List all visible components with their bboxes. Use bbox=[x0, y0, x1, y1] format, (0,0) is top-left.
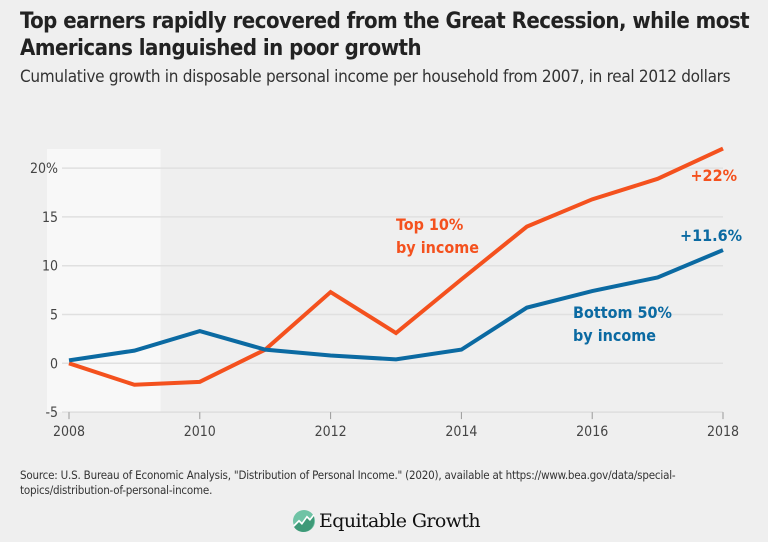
x-tick-label: 2008 bbox=[53, 424, 85, 440]
y-tick-label: 20% bbox=[30, 161, 58, 177]
equitable-growth-logo-icon bbox=[293, 510, 315, 532]
y-tick-label: 10 bbox=[42, 259, 58, 275]
series-label: by income bbox=[573, 326, 656, 345]
logo: Equitable Growth bbox=[292, 509, 481, 533]
chart-subtitle: Cumulative growth in disposable personal… bbox=[20, 67, 731, 87]
x-tick-label: 2016 bbox=[576, 424, 608, 440]
recession-shading bbox=[47, 149, 161, 413]
end-value-label: +11.6% bbox=[680, 226, 742, 245]
y-tick-label: 0 bbox=[50, 356, 58, 372]
x-tick-label: 2014 bbox=[445, 424, 477, 440]
series-line-0 bbox=[68, 146, 724, 387]
y-tick-label: 5 bbox=[50, 308, 58, 324]
y-tick-label: 15 bbox=[42, 210, 58, 226]
series-label: Top 10% bbox=[396, 215, 463, 234]
series-label: Bottom 50% bbox=[573, 303, 672, 322]
y-tick-label: -5 bbox=[45, 405, 58, 421]
logo-text: Equitable Growth bbox=[319, 510, 481, 532]
x-tick-label: 2010 bbox=[184, 424, 216, 440]
end-value-label: +22% bbox=[690, 166, 737, 185]
source-note: Source: U.S. Bureau of Economic Analysis… bbox=[20, 468, 676, 497]
x-tick-label: 2012 bbox=[315, 424, 347, 440]
x-tick-label: 2018 bbox=[707, 424, 739, 440]
chart-title: Top earners rapidly recovered from the G… bbox=[20, 9, 750, 61]
series-label: by income bbox=[396, 238, 479, 257]
